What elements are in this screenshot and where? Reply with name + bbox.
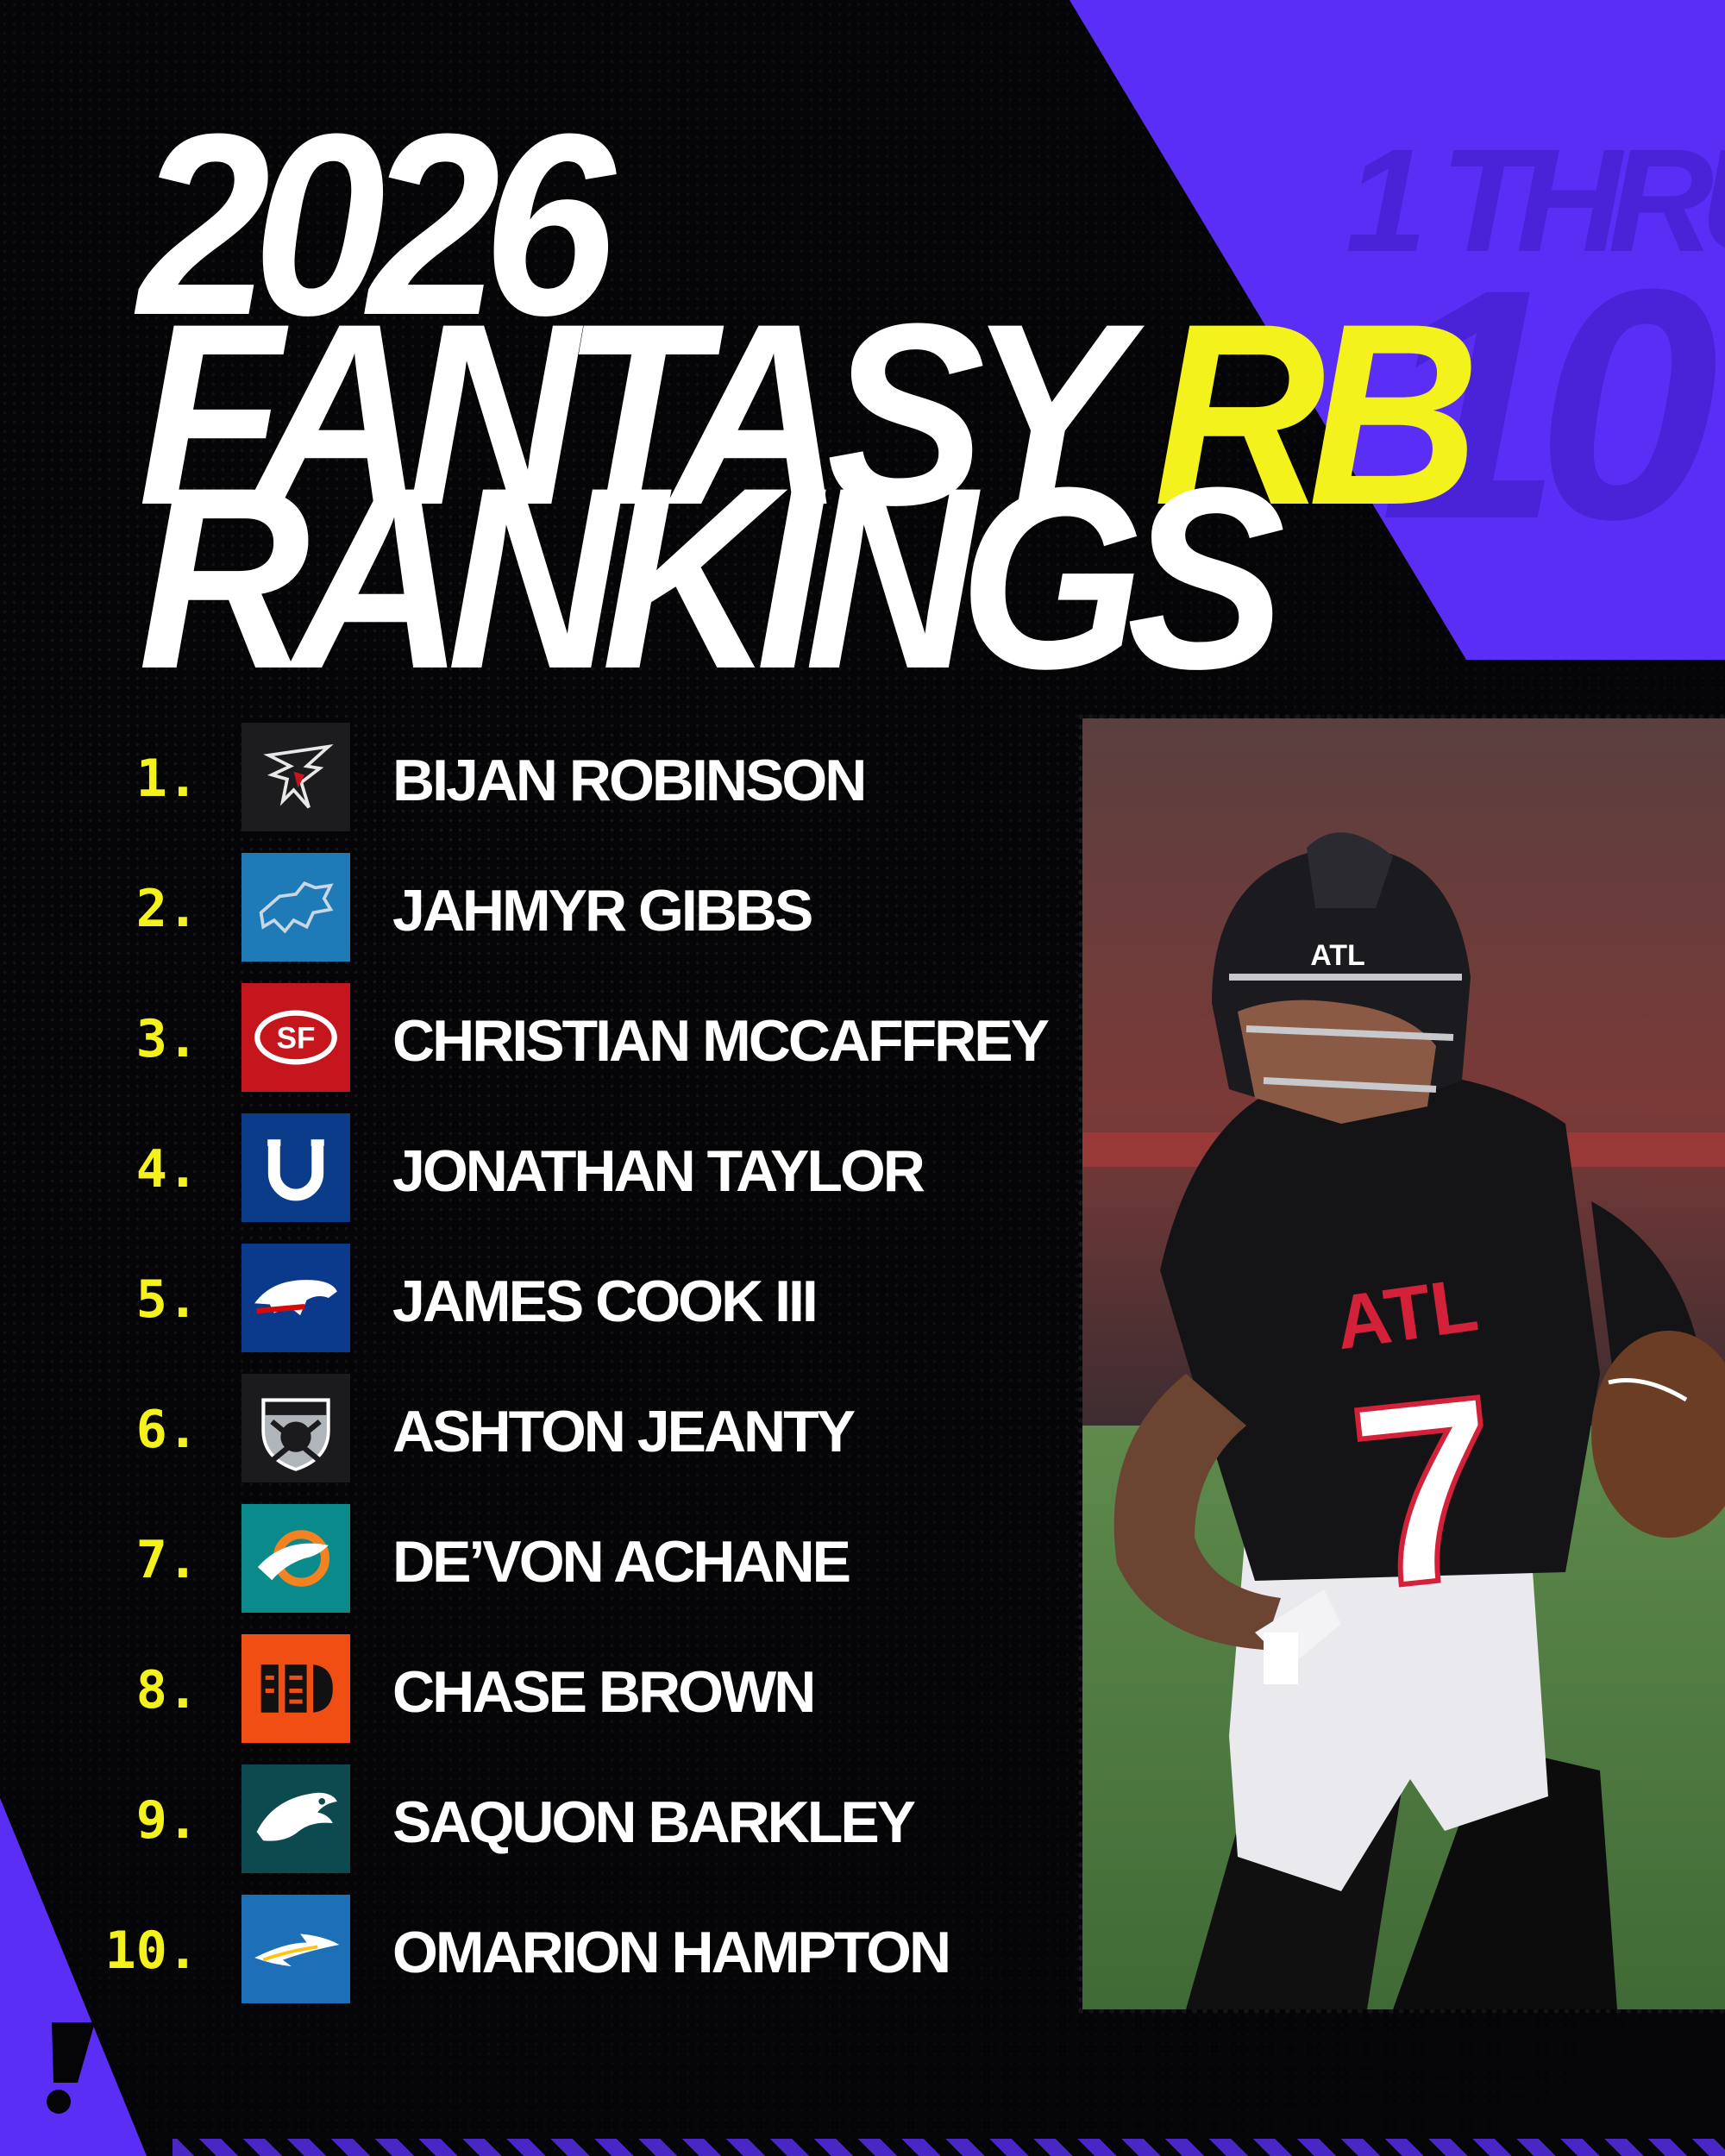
rank-number: 1.: [135, 749, 198, 809]
player-name: CHASE BROWN: [392, 1659, 816, 1725]
ranking-row: 9. SAQUON BARKLEY: [0, 1764, 1061, 1875]
chargers-logo-icon: [242, 1895, 350, 2003]
ranking-row: 7. DE’VON ACHANE: [0, 1504, 1061, 1614]
bengals-logo-icon: [242, 1634, 350, 1743]
player-name: SAQUON BARKLEY: [392, 1789, 916, 1855]
player-name: CHRISTIAN MCCAFFREY: [392, 1008, 1050, 1074]
lions-logo-icon: [242, 853, 350, 962]
rank-number: 6.: [135, 1400, 198, 1460]
falcons-logo-icon: [242, 723, 350, 831]
player-name: JAHMYR GIBBS: [392, 878, 813, 943]
49ers-logo-icon: SF: [242, 983, 350, 1092]
rank-number: 8.: [135, 1660, 198, 1720]
ranking-row: 8. CHASE BROWN: [0, 1634, 1061, 1745]
rank-number: 2.: [135, 879, 198, 939]
title-fantasy: FANTASY: [138, 269, 1122, 559]
ranking-row: 2. JAHMYR GIBBS: [0, 853, 1061, 963]
player-name: DE’VON ACHANE: [392, 1529, 851, 1595]
side-label-top: 1 THRU: [1346, 119, 1725, 283]
rank-number: 5.: [135, 1269, 198, 1330]
player-name: OMARION HAMPTON: [392, 1920, 951, 1985]
ranking-row: 4. JONATHAN TAYLOR: [0, 1113, 1061, 1224]
title-rb: RB: [1153, 269, 1479, 559]
rank-number: 9.: [135, 1790, 198, 1851]
title-fantasy-line: FANTASY RB: [138, 285, 1480, 543]
ranking-row: 5. JAMES COOK III: [0, 1244, 1061, 1354]
bottom-stripe-decoration: [172, 2139, 1725, 2156]
eagles-logo-icon: [242, 1764, 350, 1873]
ranking-row: 1. BIJAN ROBINSON: [0, 723, 1061, 833]
title-year: 2026: [138, 79, 615, 369]
helmet-text: ATL: [1310, 939, 1365, 972]
rank-number: 3.: [135, 1009, 198, 1069]
ranking-row: 10. OMARION HAMPTON: [0, 1895, 1061, 2005]
svg-text:SF: SF: [276, 1022, 315, 1056]
dolphins-logo-icon: [242, 1504, 350, 1613]
raiders-logo-icon: [242, 1374, 350, 1482]
top-right-purple-panel: [1070, 0, 1725, 660]
side-label-bottom: 10: [1380, 221, 1719, 587]
player-name: JONATHAN TAYLOR: [392, 1138, 925, 1204]
jersey-number: 7: [1340, 1340, 1514, 1644]
player-name: ASHTON JEANTY: [392, 1399, 856, 1464]
rank-number: 7.: [135, 1530, 198, 1590]
colts-logo-icon: [242, 1113, 350, 1222]
rank-number: 4.: [135, 1139, 198, 1200]
title-rankings: RANKINGS: [138, 433, 1285, 723]
player-name: BIJAN ROBINSON: [392, 748, 867, 813]
jersey-text: ATL: [1330, 1261, 1483, 1365]
ranking-row: 3. SF CHRISTIAN MCCAFFREY: [0, 983, 1061, 1094]
player-name: JAMES COOK III: [392, 1269, 819, 1334]
bottom-left-purple-wedge: [0, 1798, 147, 2156]
player-illustration: ATL ATL 7: [1082, 718, 1725, 2009]
brand-exclamation-icon: [47, 2022, 95, 2114]
ranking-row: 6. ASHTON JEANTY: [0, 1374, 1061, 1484]
bills-logo-icon: [242, 1244, 350, 1352]
player-photo: ATL ATL 7: [1082, 718, 1725, 2009]
rank-number: 10.: [104, 1921, 198, 1981]
